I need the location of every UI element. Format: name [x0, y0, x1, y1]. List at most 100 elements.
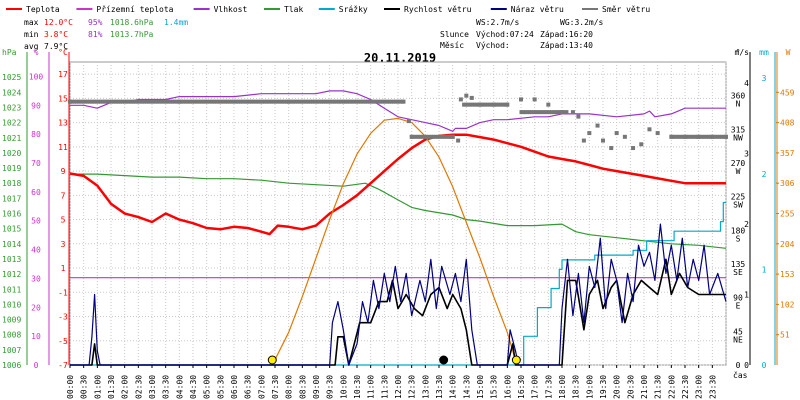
x-tick-label-3: 01:30: [107, 375, 116, 399]
wind-dir-band: [162, 99, 166, 104]
wind-dir-point-15: [532, 97, 537, 102]
x-tick-label-41: 20:30: [626, 375, 635, 399]
axis-tick-temp-2: -3: [58, 313, 68, 322]
wind-dir-band: [313, 99, 317, 104]
axis-tick-hum-5: 50: [31, 217, 41, 226]
axis-tick-press-6: 1012: [2, 270, 21, 279]
x-tick-label-5: 02:30: [134, 375, 143, 399]
wind-dir-point-19: [576, 114, 581, 119]
legend-label-6: Náraz větru: [511, 5, 564, 14]
wind-dir-band: [256, 99, 260, 104]
series-line-3: [69, 133, 726, 236]
axis-tick-rain-0: 0: [762, 361, 767, 370]
wind-dir-band: [188, 99, 192, 104]
wind-dir-band: [363, 99, 367, 104]
axis-tick-wind_speed-3: 3: [744, 150, 749, 159]
wind-dir-band: [383, 99, 387, 104]
wind-dir-band: [359, 99, 363, 104]
wind-dir-band: [490, 102, 494, 107]
wind-dir-band: [210, 99, 214, 104]
wind-dir-band: [333, 99, 337, 104]
wind-dir-point-24: [609, 146, 614, 151]
wind-dir-band: [468, 102, 472, 107]
wind-dir-band: [374, 99, 378, 104]
wind-dir-band: [267, 99, 271, 104]
wind-dir-band: [171, 99, 175, 104]
wind-dir-band: [201, 99, 205, 104]
wind-dir-band: [79, 99, 83, 104]
x-tick-label-46: 23:00: [695, 375, 704, 399]
axis-tick-hum-2: 20: [31, 303, 41, 312]
wind-dir-band: [85, 99, 89, 104]
x-tick-label-13: 06:30: [244, 375, 253, 399]
wind-dir-band: [103, 99, 107, 104]
wind-dir-band: [556, 110, 560, 115]
axis-tick-solar-8: 459: [780, 88, 795, 97]
wind-dir-band: [263, 99, 267, 104]
wind-dir-band: [344, 99, 348, 104]
x-tick-label-47: 23:30: [708, 375, 717, 399]
axis-tick-hum-9: 90: [31, 101, 41, 110]
stats-max-temp: 12.0°C: [44, 18, 73, 27]
wind-dir-band: [676, 134, 680, 139]
wind-dir-band: [368, 99, 372, 104]
wind-dir-band: [436, 134, 440, 139]
wind-dir-band: [96, 99, 100, 104]
x-tick-label-18: 09:00: [312, 375, 321, 399]
wind-dir-band: [674, 134, 678, 139]
wind-dir-band: [372, 99, 376, 104]
wind-dir-band: [376, 99, 380, 104]
axis-tick-dir-dir-1: NE: [733, 335, 743, 344]
wind-dir-band: [462, 102, 466, 107]
x-tick-label-31: 15:30: [490, 375, 499, 399]
series-line-0: [70, 90, 726, 132]
wind-dir-band: [536, 110, 540, 115]
wind-dir-band: [702, 134, 706, 139]
x-tick-label-37: 18:30: [572, 375, 581, 399]
x-tick-label-32: 16:00: [503, 375, 512, 399]
axis-tick-press-18: 1024: [2, 88, 21, 97]
wind-dir-band: [700, 134, 704, 139]
wind-dir-band: [707, 134, 711, 139]
wind-dir-band: [160, 99, 164, 104]
axis-tick-press-19: 1025: [2, 73, 21, 82]
axis-tick-press-0: 1006: [2, 361, 21, 370]
wind-dir-band: [134, 99, 138, 104]
wind-dir-band: [94, 99, 98, 104]
wind-dir-band: [269, 99, 273, 104]
wind-dir-point-18: [570, 110, 575, 115]
axis-tick-wind_speed-0: 0: [744, 361, 749, 370]
wind-dir-band: [451, 134, 455, 139]
sun-label: Slunce: [440, 30, 469, 39]
wind-dir-band: [685, 134, 689, 139]
wind-dir-band: [488, 102, 492, 107]
wind-dir-band: [479, 102, 483, 107]
x-tick-label-4: 02:00: [121, 375, 130, 399]
axis-tick-temp-5: 3: [61, 240, 66, 249]
x-tick-label-24: 12:00: [394, 375, 403, 399]
axis-tick-dir-1: 45: [733, 327, 743, 336]
axis-tick-press-14: 1020: [2, 149, 21, 158]
wind-dir-band: [423, 134, 427, 139]
axis-tick-temp-12: 17: [58, 70, 68, 79]
wind-dir-band: [563, 110, 567, 115]
wind-dir-band: [92, 99, 96, 104]
x-tick-label-17: 08:30: [298, 375, 307, 399]
wind-dir-band: [142, 99, 146, 104]
wind-dir-point-8: [458, 97, 463, 102]
axis-tick-press-9: 1015: [2, 225, 21, 234]
axis-unit-press: hPa: [2, 48, 17, 57]
axis-tick-press-4: 1010: [2, 300, 21, 309]
moonset-time: Západ:13:40: [540, 41, 593, 50]
wind-dir-band: [711, 134, 715, 139]
wind-dir-band: [352, 99, 356, 104]
axis-tick-dir-dir-7: NW: [733, 133, 743, 142]
x-tick-label-44: 22:00: [667, 375, 676, 399]
wind-dir-band: [534, 110, 538, 115]
wind-dir-band: [278, 99, 282, 104]
stats-min-press: 1013.7hPa: [110, 30, 154, 39]
wind-dir-band: [541, 110, 545, 115]
x-tick-label-15: 07:30: [271, 375, 280, 399]
wind-dir-band: [348, 99, 352, 104]
